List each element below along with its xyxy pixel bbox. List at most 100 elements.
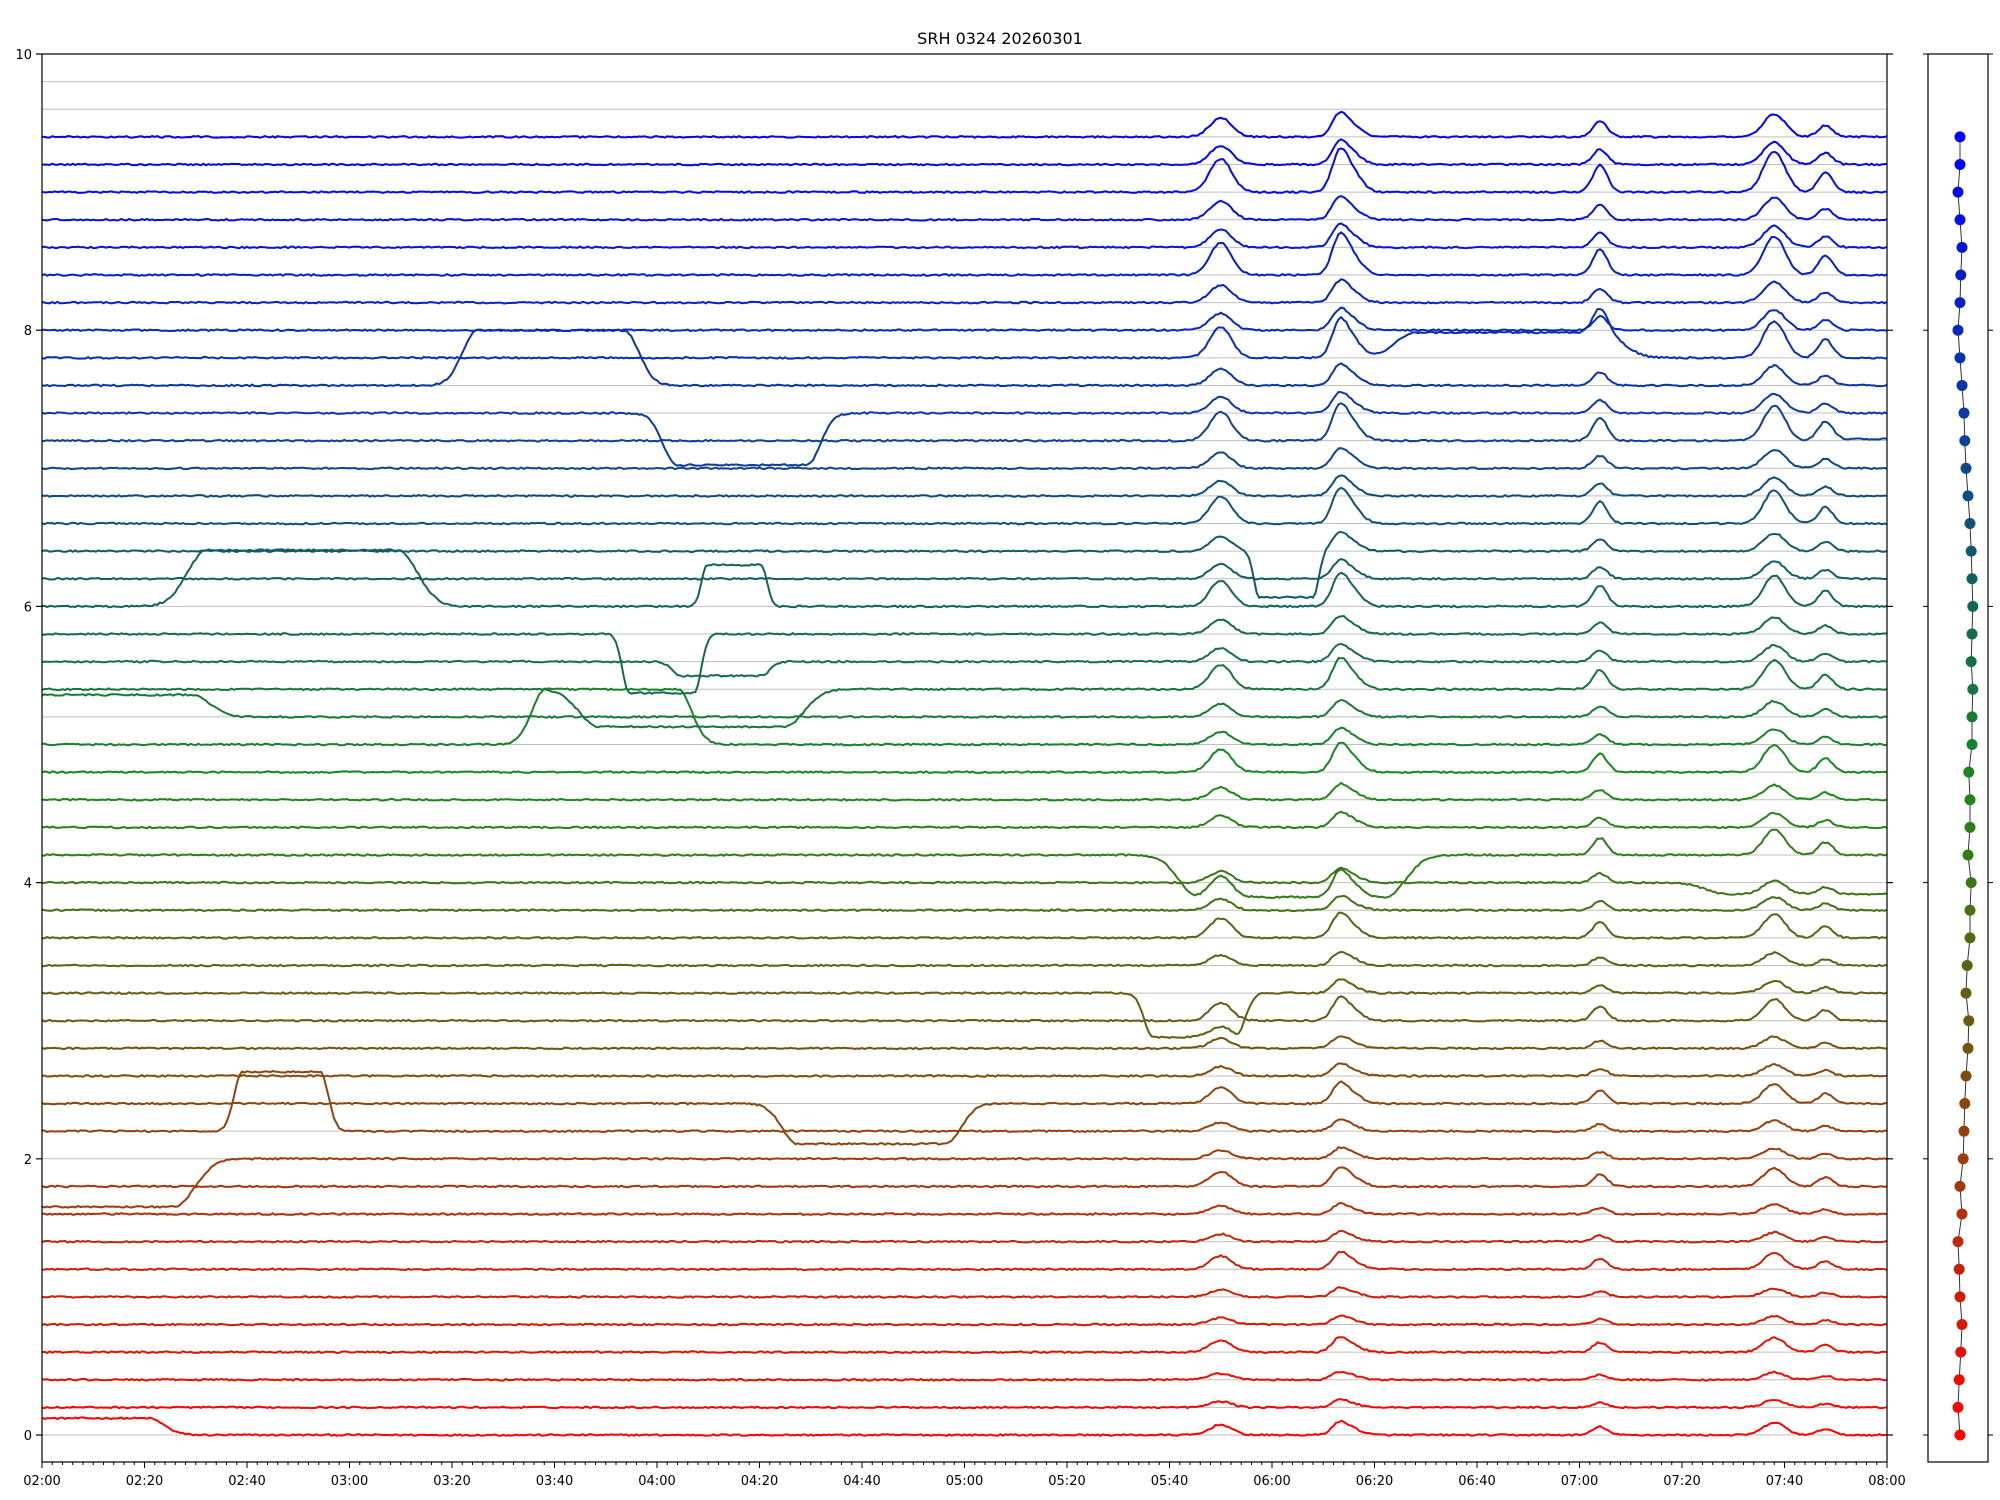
series-line bbox=[41, 486, 1888, 526]
series-line bbox=[41, 741, 1888, 775]
side-panel-marker bbox=[1962, 490, 1974, 502]
series-line bbox=[41, 828, 1888, 900]
side-panel-marker bbox=[1966, 628, 1978, 640]
side-panel-marker bbox=[1960, 462, 1972, 474]
x-tick-label: 08:00 bbox=[1868, 1474, 1905, 1489]
x-tick-label: 04:20 bbox=[741, 1474, 778, 1489]
series-line bbox=[41, 1250, 1888, 1272]
series-line bbox=[41, 1166, 1888, 1189]
series-line bbox=[41, 558, 1888, 581]
x-tick-label: 02:00 bbox=[23, 1474, 60, 1489]
series-line bbox=[41, 278, 1888, 305]
side-panel-marker bbox=[1958, 407, 1970, 419]
side-panel-marker bbox=[1956, 241, 1968, 253]
series-line bbox=[41, 110, 1888, 139]
side-panel-marker bbox=[1954, 352, 1966, 364]
side-panel-marker bbox=[1964, 932, 1976, 944]
series-line bbox=[41, 978, 1888, 1039]
side-panel-marker bbox=[1964, 904, 1976, 916]
side-panel-marker bbox=[1964, 794, 1976, 806]
side-panel-marker bbox=[1954, 1429, 1966, 1441]
x-tick-label: 04:00 bbox=[638, 1474, 675, 1489]
series-line bbox=[41, 642, 1888, 678]
side-panel-marker bbox=[1952, 324, 1964, 336]
series-line bbox=[41, 1069, 1888, 1134]
side-panel-marker bbox=[1965, 656, 1977, 668]
series-line bbox=[41, 693, 1888, 719]
series-line bbox=[41, 1062, 1888, 1078]
series-line bbox=[41, 657, 1888, 729]
side-panel-marker bbox=[1966, 573, 1978, 585]
side-panel-marker bbox=[1957, 1153, 1969, 1165]
series-line bbox=[41, 1080, 1888, 1146]
side-panel-marker bbox=[1960, 987, 1972, 999]
side-panel-marker bbox=[1960, 1070, 1972, 1082]
side-panel-marker bbox=[1963, 1015, 1975, 1027]
y-tick-label: 2 bbox=[24, 1153, 32, 1168]
x-tick-label: 03:00 bbox=[331, 1474, 368, 1489]
series-line bbox=[41, 911, 1888, 940]
side-panel-marker bbox=[1962, 849, 1974, 861]
side-panel-marker bbox=[1963, 766, 1975, 778]
series-line bbox=[41, 231, 1888, 277]
series-line bbox=[41, 1314, 1888, 1327]
series-line bbox=[41, 447, 1888, 471]
y-tick-label: 6 bbox=[24, 600, 32, 615]
side-panel-marker bbox=[1956, 379, 1968, 391]
series-line bbox=[41, 530, 1888, 600]
series-line bbox=[41, 328, 1888, 388]
side-panel-marker bbox=[1953, 1374, 1965, 1386]
side-panel bbox=[1923, 53, 1993, 1463]
side-panel-marker bbox=[1965, 877, 1977, 889]
x-tick-label: 05:40 bbox=[1151, 1474, 1188, 1489]
x-tick-label: 02:20 bbox=[126, 1474, 163, 1489]
side-panel-marker bbox=[1955, 1346, 1967, 1358]
x-tick-label: 07:40 bbox=[1766, 1474, 1803, 1489]
x-tick-label: 06:40 bbox=[1458, 1474, 1495, 1489]
series-line bbox=[41, 1336, 1887, 1355]
side-panel-marker bbox=[1959, 1098, 1971, 1110]
series-line bbox=[41, 474, 1888, 498]
side-panel-marker bbox=[1956, 1319, 1968, 1331]
series-line bbox=[41, 950, 1887, 968]
side-panel-frame bbox=[1927, 53, 1989, 1463]
side-panel-marker bbox=[1953, 1263, 1965, 1275]
y-tick-label: 10 bbox=[15, 48, 32, 63]
series-line bbox=[41, 1146, 1888, 1209]
side-panel-marker bbox=[1966, 711, 1978, 723]
side-panel-marker bbox=[1954, 1180, 1966, 1192]
series-line bbox=[41, 307, 1888, 360]
x-tick-label: 07:00 bbox=[1561, 1474, 1598, 1489]
x-tick-label: 07:20 bbox=[1663, 1474, 1700, 1489]
series-line bbox=[41, 894, 1888, 913]
x-tick-label: 06:00 bbox=[1253, 1474, 1290, 1489]
axes-layer: 0 2 4 6 8 10 02:00 02:20 02:40 03:00 03:20 03:40 04:… bbox=[15, 48, 1905, 1489]
side-panel-marker bbox=[1964, 821, 1976, 833]
series-line bbox=[41, 1398, 1888, 1410]
side-panel-marker bbox=[1954, 1291, 1966, 1303]
side-panel-marker bbox=[1967, 600, 1979, 612]
series-line bbox=[41, 1229, 1888, 1244]
series-line bbox=[41, 1201, 1888, 1217]
series-line bbox=[42, 687, 1888, 747]
series-line bbox=[41, 138, 1888, 167]
series-line bbox=[41, 195, 1888, 222]
side-panel-marker bbox=[1959, 435, 1971, 447]
x-tick-label: 04:40 bbox=[843, 1474, 880, 1489]
series-line bbox=[41, 306, 1888, 333]
series-line bbox=[41, 1286, 1888, 1299]
side-panel-marker bbox=[1955, 269, 1967, 281]
x-tick-label: 05:00 bbox=[946, 1474, 983, 1489]
series-line bbox=[41, 390, 1888, 467]
side-panel-marker bbox=[1956, 1208, 1968, 1220]
y-tick-label: 0 bbox=[24, 1429, 32, 1444]
side-panel-marker bbox=[1954, 158, 1966, 170]
side-panel-marker bbox=[1966, 739, 1978, 750]
series-line bbox=[41, 1416, 1888, 1437]
side-panel-marker bbox=[1967, 683, 1979, 695]
series-line bbox=[41, 781, 1888, 802]
side-panel-marker bbox=[1952, 186, 1964, 198]
side-panel-marker bbox=[1958, 1125, 1970, 1137]
series-line bbox=[41, 147, 1888, 195]
series-line bbox=[41, 1370, 1888, 1382]
